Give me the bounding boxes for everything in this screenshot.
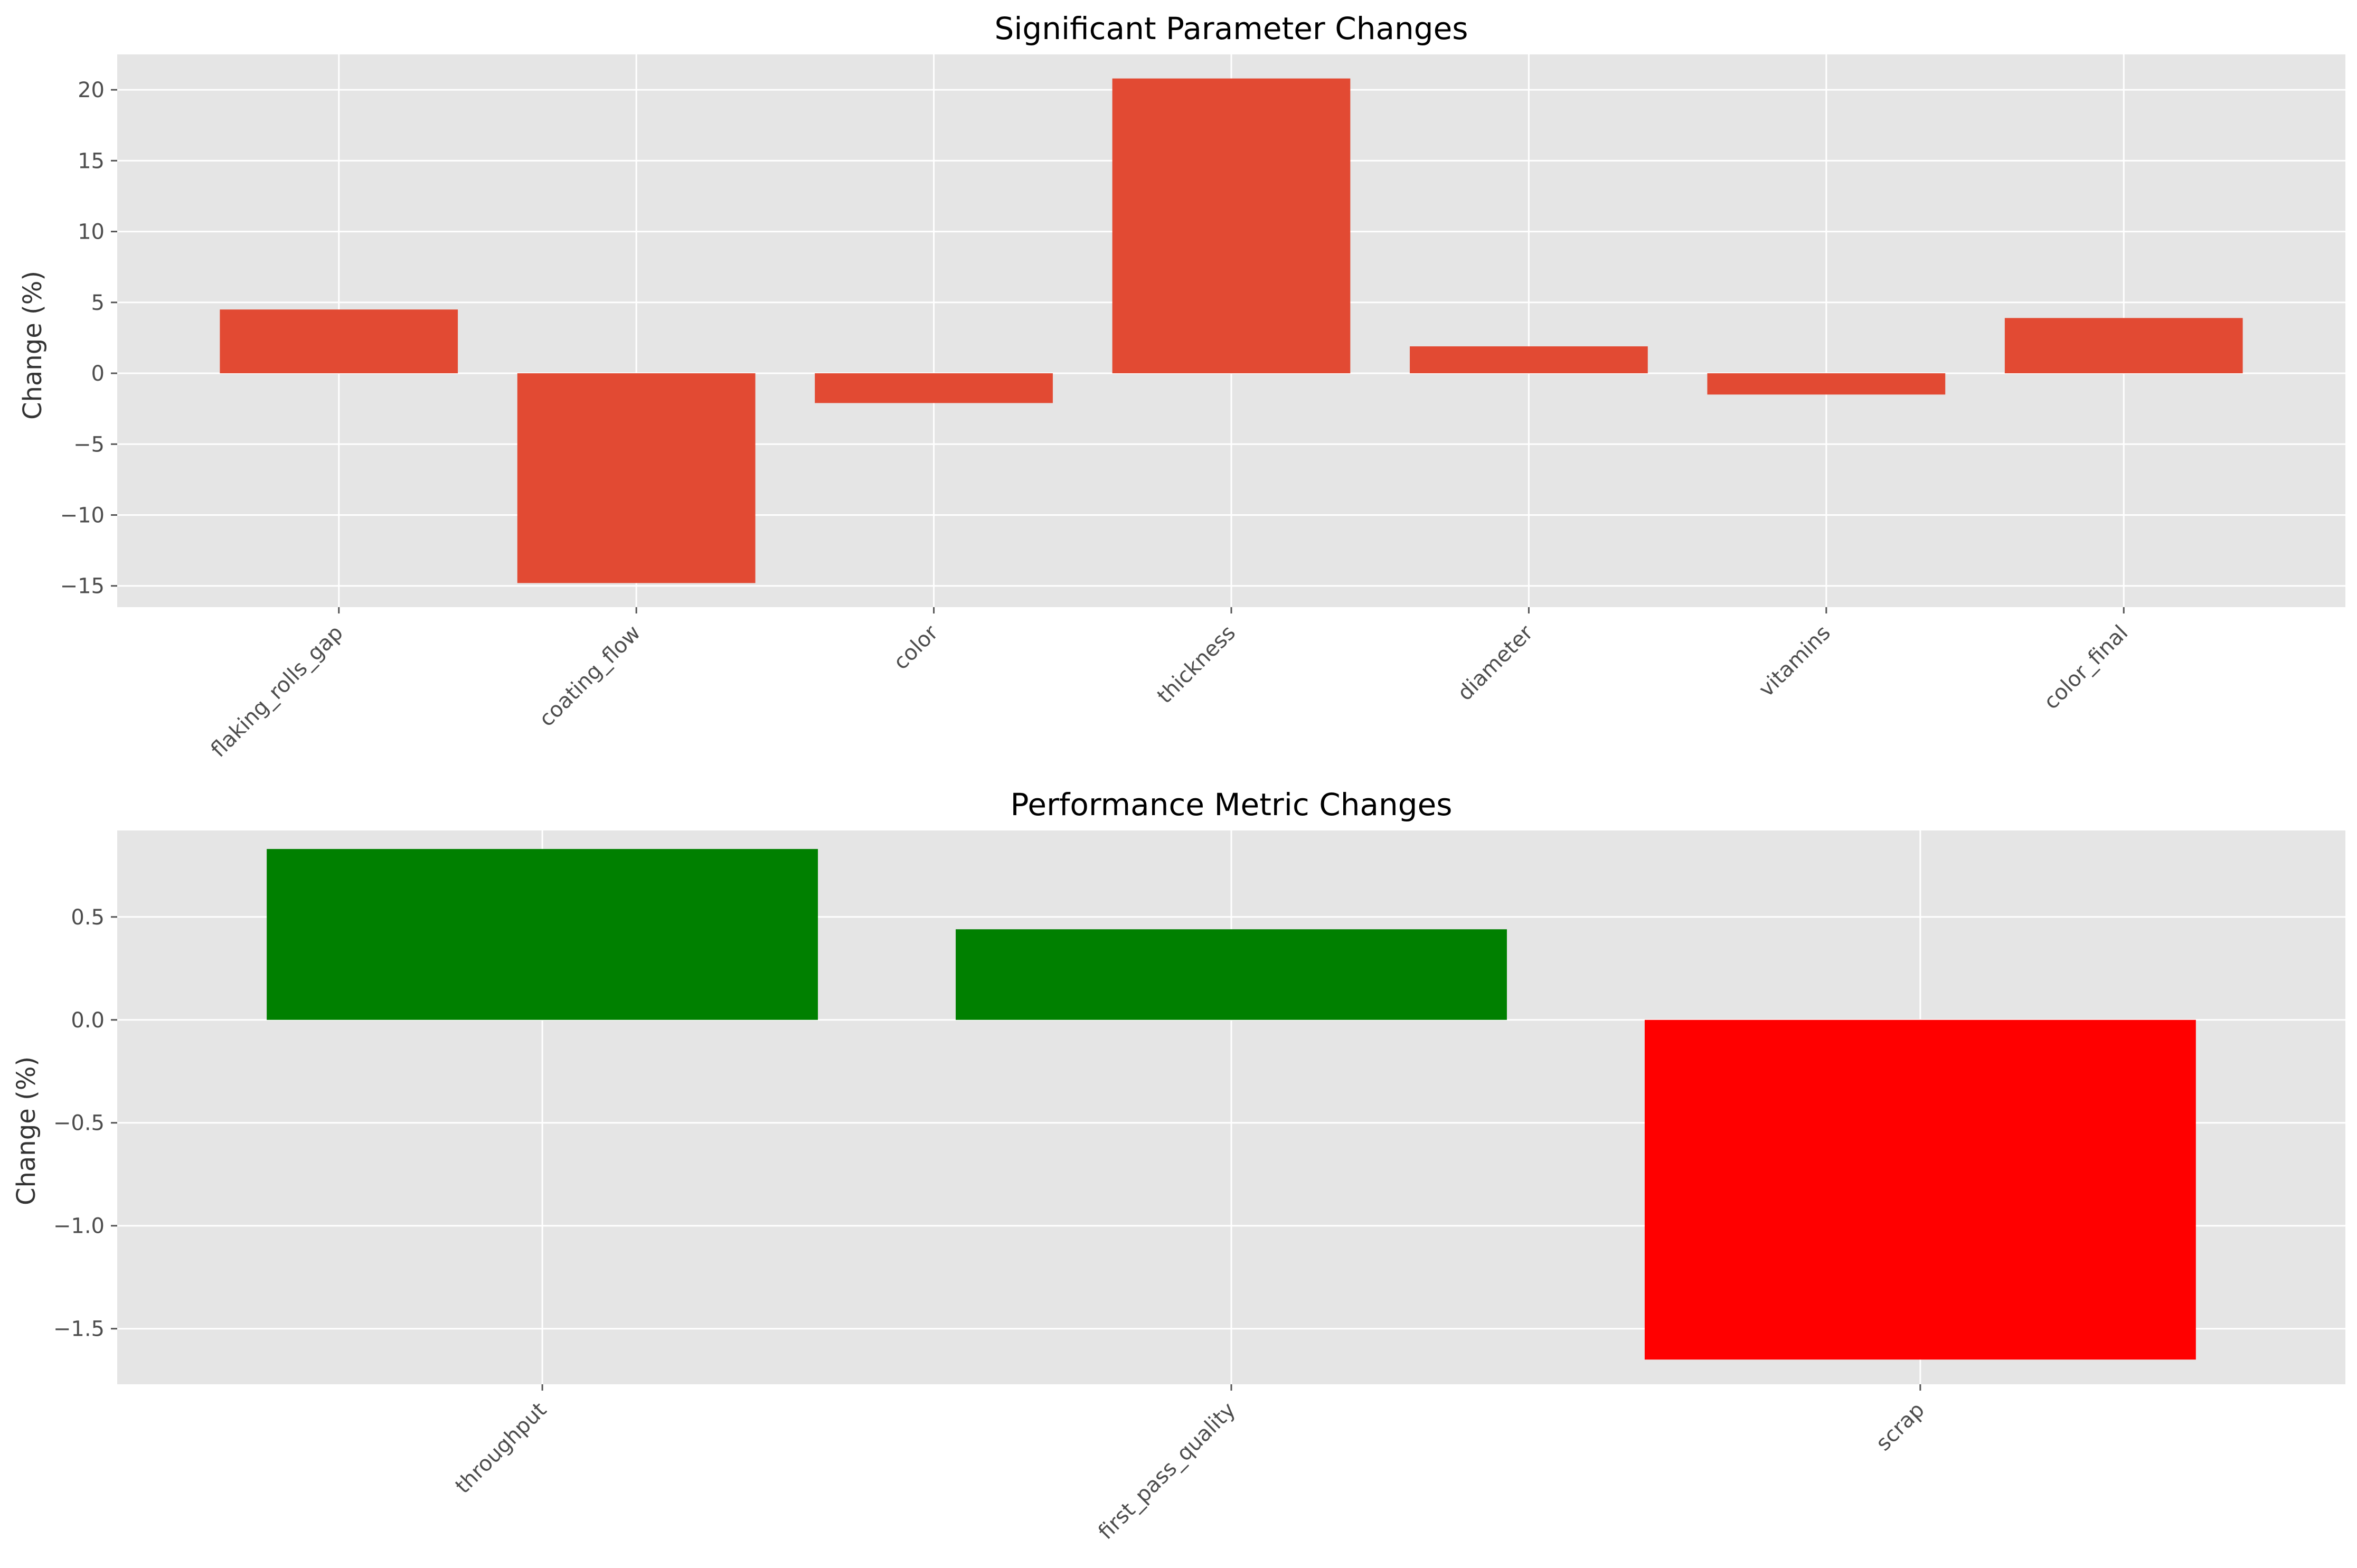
chart-title: Significant Parameter Changes [995,11,1468,46]
y-tick-label: −1.5 [53,1317,105,1342]
chart-title: Performance Metric Changes [1010,787,1452,823]
y-tick-label: −5 [73,432,105,457]
y-tick-label: 20 [78,78,105,102]
y-tick-label: 0 [91,362,105,386]
y-tick-label: −0.5 [53,1111,105,1136]
y-axis-label: Change (%) [12,1056,41,1205]
y-tick-label: 0.5 [71,905,105,930]
bars [267,849,2196,1360]
bars [220,78,2243,583]
x-tick-label: flaking_rolls_gap [206,621,348,762]
x-tick-label: scrap [1871,1398,1929,1456]
bar-first-pass-quality [956,929,1507,1020]
x-tick-label: vitamins [1754,621,1835,702]
y-tick-label: −1.0 [53,1214,105,1239]
parameter-changes-chart: Significant Parameter Changes Change (%)… [18,11,2345,762]
y-tick-label: −10 [60,504,105,528]
performance-changes-chart: Performance Metric Changes Change (%) −1… [12,787,2345,1544]
x-tick-label: thickness [1153,621,1240,709]
y-tick-label: 0.0 [71,1008,105,1033]
y-tick-label: 5 [91,291,105,315]
bar-vitamins [1707,373,1946,395]
x-tick-label: throughput [451,1398,552,1499]
bar-throughput [267,849,818,1020]
y-axis-label: Change (%) [18,271,48,420]
x-tick-label: diameter [1453,620,1538,705]
x-tick-label: first_pass_quality [1093,1398,1240,1545]
bar-color [815,373,1053,403]
bar-coating-flow [517,373,756,583]
bar-flaking-rolls-gap [220,309,458,374]
y-tick-label: −15 [60,574,105,599]
y-tick-label: 10 [78,220,105,244]
bar-color-final [2004,318,2243,374]
bar-thickness [1112,78,1351,374]
x-tick-label: color_final [2039,621,2133,714]
x-tick-label: color [889,620,943,675]
y-tick-label: 15 [78,149,105,173]
bar-scrap [1644,1019,2196,1360]
bar-diameter [1410,346,1648,374]
x-tick-label: coating_flow [534,621,645,732]
